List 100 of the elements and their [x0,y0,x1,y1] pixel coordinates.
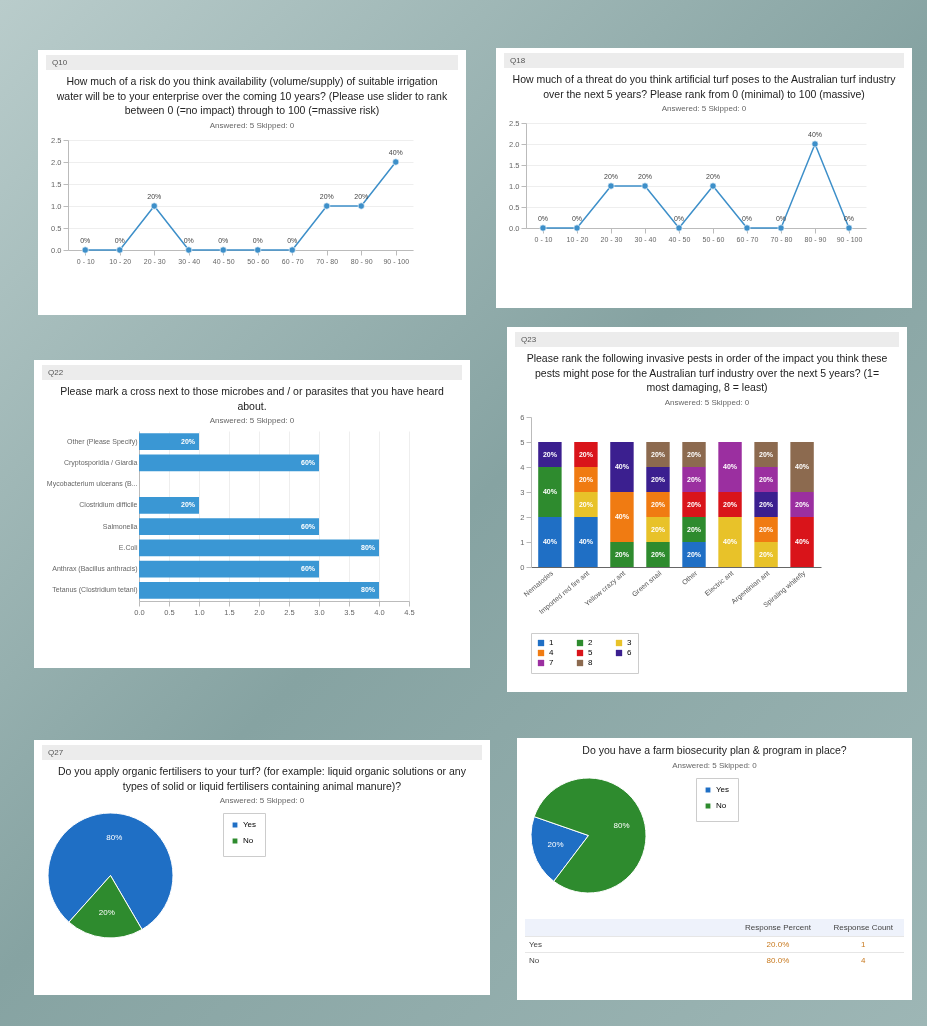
data-label: 20% [98,908,115,918]
bar [682,542,706,568]
point [357,202,365,210]
bar [139,561,319,578]
point [323,202,331,210]
chart-subtitle: Answered: 5 Skipped: 0 [663,398,751,408]
bar [574,517,598,568]
chart-subtitle: Answered: 5 Skipped: 0 [660,104,748,114]
point [150,202,158,210]
bar [574,442,598,468]
bar [610,542,634,568]
legend-label: 5 [588,648,593,658]
bar [646,542,670,568]
pie-slice [533,777,647,894]
chart-title: Please rank the following invasive pests in order of the impact you think these pests might pose for the Australian turf industry over the next 5 years? (1= most damaging, 8 = least) [525,351,889,396]
chart-subtitle: Answered: 5 Skipped: 0 [208,416,296,426]
data-label: 80% [613,820,630,830]
point [743,224,751,232]
chart-title: Please mark a cross next to those microbes and / or parasites that you have heard about. [59,384,445,414]
bar [718,492,742,518]
point [845,224,853,232]
bar [790,517,814,568]
bar [682,442,706,468]
text: 20.0% [733,936,823,953]
bar [538,467,562,518]
point [607,182,615,190]
point [777,224,785,232]
legend-label: Yes [716,784,730,794]
bar [754,467,778,493]
legend-label: 6 [627,648,632,658]
point [573,224,581,232]
bar [682,517,706,543]
category-label: Yes [529,939,543,949]
bar [682,492,706,518]
text: Q27 [42,745,482,760]
bar [646,467,670,493]
chart-title: How much of a threat do you think artificial turf poses to the Australian turf industry over the next 5 years? Please rank from 0 (minimal) to 100 (massive) [511,72,897,102]
text: 80.0% [733,952,823,968]
text: Q22 [42,365,462,380]
point [811,140,819,148]
bar [139,539,379,557]
legend-label: 4 [549,648,554,658]
bar [574,492,598,518]
legend-label: 7 [549,658,554,668]
bar [610,492,634,543]
text: Response Percent [733,918,823,937]
chart-title: How much of a risk do you think availability (volume/supply) of suitable irrigation water will be to your enterprise over the coming 10 years? (Please use slider to rank between 0 (=no impact) through to 100 (=massive risk) [55,74,449,119]
legend-label: 1 [549,638,554,648]
legend-label: 2 [588,638,593,648]
legend-label: 8 [588,658,593,668]
bar [754,492,778,518]
bar [139,454,319,472]
bar [139,433,199,451]
chart-subtitle: Answered: 5 Skipped: 0 [208,121,296,131]
text: Q18 [504,53,904,68]
bar [718,517,742,568]
legend-label: No [716,800,727,810]
point [185,246,193,254]
text: Response Count [822,918,904,937]
chart-title: Do you apply organic fertilisers to your turf? (for example: liquid organic solutions or any types of solid or liquid fertilisers containing animal manure)? [57,764,467,794]
point [675,224,683,232]
point [392,158,400,166]
point [539,224,547,232]
chart-title: Do you have a farm biosecurity plan & program in place? [581,743,848,758]
point [641,182,649,190]
bar [646,492,670,518]
point [116,246,124,254]
bar [718,442,742,493]
bar [139,518,319,536]
bar [682,467,706,493]
point [219,246,227,254]
bar [790,442,814,493]
legend-label: No [243,836,254,846]
text: 4 [822,952,904,968]
chart-subtitle: Answered: 5 Skipped: 0 [218,796,306,806]
bar [139,497,199,515]
data-label: 20% [547,840,564,850]
bar [538,517,562,568]
text: Q23 [515,332,899,347]
bar [754,442,778,468]
bar [538,442,562,468]
chart-subtitle: Answered: 5 Skipped: 0 [671,760,758,770]
bar [139,582,379,600]
text: 1 [822,936,904,953]
bar [754,542,778,568]
legend-label: Yes [243,820,257,830]
text: Q10 [46,55,458,70]
point [81,246,89,254]
bar [646,442,670,468]
bar [790,492,814,518]
bar [754,517,778,543]
legend-label: 3 [627,638,632,648]
bar [574,467,598,493]
category-label: No [529,955,540,965]
point [288,246,296,254]
bar [610,442,634,493]
data-label: 80% [106,833,123,843]
point [709,182,717,190]
bar [646,517,670,543]
point [254,246,262,254]
